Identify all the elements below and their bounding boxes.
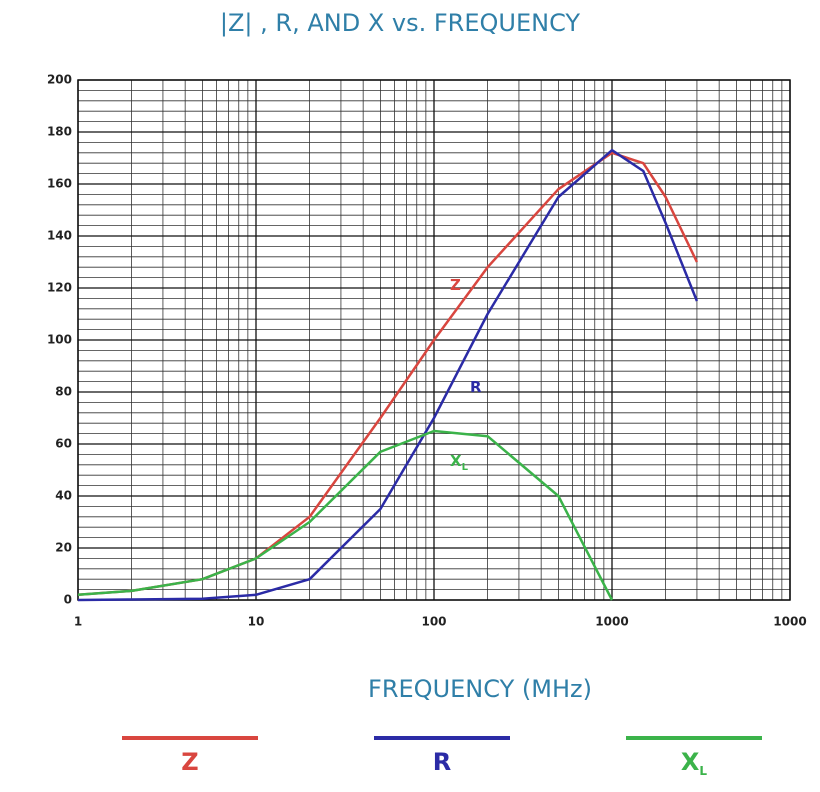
plot-area [77, 79, 791, 601]
series-label: Z [450, 276, 461, 294]
series-line [77, 148, 699, 602]
y-tick-label: 100 [47, 333, 72, 347]
y-tick-label: 200 [47, 73, 72, 87]
series-line [77, 429, 614, 601]
x-tick-label: 1000 [595, 615, 628, 629]
legend-text: R [433, 748, 451, 776]
x-tick-label: 10 [248, 615, 265, 629]
y-tick-label: 180 [47, 125, 72, 139]
x-axis-label: FREQUENCY (MHz) [368, 675, 592, 703]
legend-label: Z [181, 748, 198, 776]
legend-text: X [681, 748, 700, 776]
y-tick-label: 0 [64, 593, 72, 607]
legend-subscript: L [699, 764, 707, 778]
y-tick-label: 60 [55, 437, 72, 451]
x-tick-label: 1 [74, 615, 82, 629]
legend-label: R [433, 748, 451, 776]
x-tick-label: 1000 [773, 615, 806, 629]
y-tick-label: 20 [55, 541, 72, 555]
plot-border [77, 79, 791, 601]
y-tick-label: 120 [47, 281, 72, 295]
series-label: XL [450, 452, 469, 473]
y-tick-label: 40 [55, 489, 72, 503]
chart-title: |Z| , R, AND X vs. FREQUENCY [220, 9, 581, 37]
y-tick-label: 80 [55, 385, 72, 399]
legend: Z R XL [122, 736, 762, 778]
series-label: R [470, 378, 482, 396]
y-tick-label: 140 [47, 229, 72, 243]
legend-label: XL [681, 748, 708, 778]
y-tick-label: 160 [47, 177, 72, 191]
legend-text: Z [181, 748, 198, 776]
x-tick-label: 100 [421, 615, 446, 629]
